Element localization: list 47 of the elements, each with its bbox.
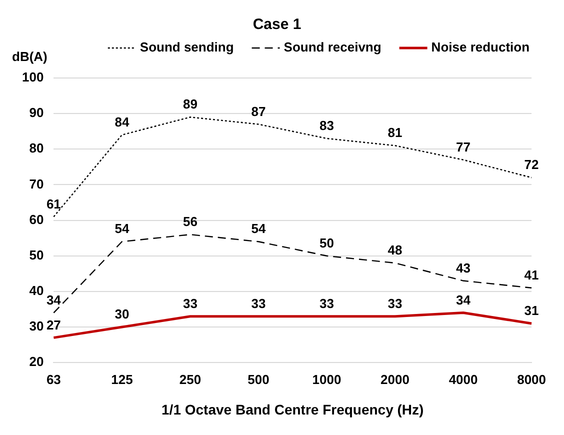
x-tick-label: 2000 [380,372,410,387]
data-label: 54 [114,221,130,236]
y-tick-label: 100 [22,70,44,85]
y-tick-label: 70 [29,176,44,192]
data-label: 50 [320,235,334,250]
y-tick-label: 60 [29,212,44,227]
data-label: 30 [114,306,130,322]
data-label: 81 [388,125,402,140]
chart-title: Case 1 [252,16,302,34]
data-label: 27 [46,317,61,332]
data-label: 33 [251,296,266,311]
data-label: 34 [456,292,472,308]
x-axis-title: 1/1 Octave Band Centre Frequency (Hz) [162,401,424,418]
data-label: 33 [320,296,334,311]
y-tick-label: 80 [29,140,44,156]
y-tick-label: 50 [29,247,44,262]
data-label: 41 [524,267,539,282]
legend-label: Sound sending [140,40,234,55]
data-label: 72 [524,157,539,172]
data-label: 33 [182,296,198,311]
data-label: 61 [46,196,61,212]
y-tick-label: 30 [29,318,44,334]
data-label: 54 [251,221,266,236]
x-tick-label: 4000 [448,372,478,387]
y-tick-label: 40 [29,283,44,298]
x-tick-label: 125 [111,372,133,387]
data-label: 89 [182,96,198,112]
x-tick-label: 500 [248,372,270,387]
x-tick-label: 8000 [517,372,546,387]
x-tick-label: 250 [179,372,202,387]
legend-label: Noise reduction [431,40,530,55]
data-label: 84 [114,114,130,130]
y-axis-title: dB(A) [12,49,48,64]
data-label: 34 [46,292,62,308]
y-tick-label: 20 [29,354,44,370]
legend-label: Sound receivng [284,40,382,55]
y-tick-label: 90 [29,105,44,120]
data-label: 43 [456,260,471,276]
data-label: 83 [320,118,334,134]
data-label: 33 [388,296,402,311]
data-label: 48 [388,242,402,258]
data-label: 87 [251,104,266,119]
x-tick-label: 63 [46,372,61,387]
data-label: 56 [182,214,198,230]
data-label: 31 [524,303,539,318]
data-label: 77 [456,139,471,154]
x-tick-label: 1000 [312,372,342,387]
